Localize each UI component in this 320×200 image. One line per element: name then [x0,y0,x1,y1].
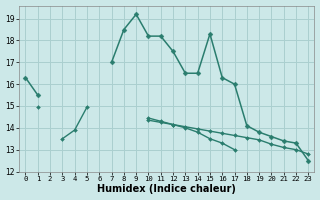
X-axis label: Humidex (Indice chaleur): Humidex (Indice chaleur) [98,184,236,194]
